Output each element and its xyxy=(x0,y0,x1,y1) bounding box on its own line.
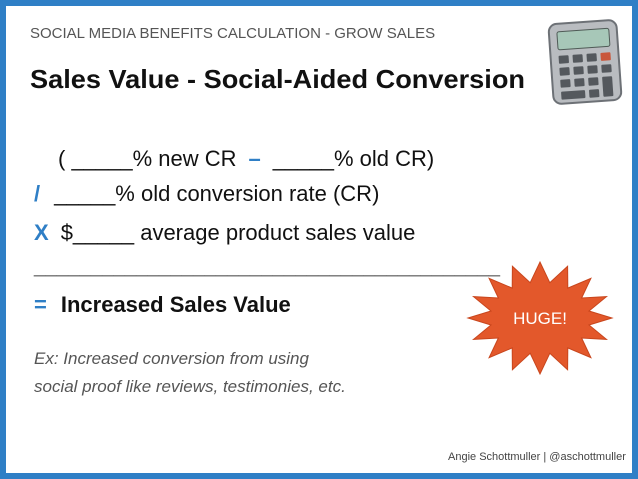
starburst xyxy=(466,260,614,376)
formula-line-3: X $_____ average product sales value xyxy=(34,220,415,245)
subtitle: SOCIAL MEDIA BENEFITS CALCULATION - GROW… xyxy=(30,25,435,42)
formula-text: $_____ average product sales value xyxy=(61,220,416,245)
example-line: social proof like reviews, testimonies, … xyxy=(34,377,346,396)
formula-text: _____% old conversion rate (CR) xyxy=(53,181,379,206)
formula-text: _____% old CR) xyxy=(272,146,434,171)
badge-text: HUGE! xyxy=(513,309,567,328)
title: Sales Value - Social-Aided Conversion xyxy=(30,64,525,94)
result-text: Increased Sales Value xyxy=(61,292,291,317)
formula-line-1: ( _____% new CR – _____% old CR) xyxy=(58,146,434,171)
example-line: Ex: Increased conversion from using xyxy=(34,349,310,368)
operator: / xyxy=(34,181,40,206)
calculator-icon xyxy=(547,19,623,105)
formula-text: ( _____% new CR xyxy=(58,146,237,171)
divider: ________________________________________… xyxy=(33,252,501,277)
formula-line-2: / _____% old conversion rate (CR) xyxy=(34,181,379,206)
operator: = xyxy=(34,292,47,317)
operator: – xyxy=(249,146,261,171)
footer: Angie Schottmuller | @aschottmuller xyxy=(448,451,626,463)
formula-result: = Increased Sales Value xyxy=(34,292,291,317)
operator: X xyxy=(34,220,49,245)
